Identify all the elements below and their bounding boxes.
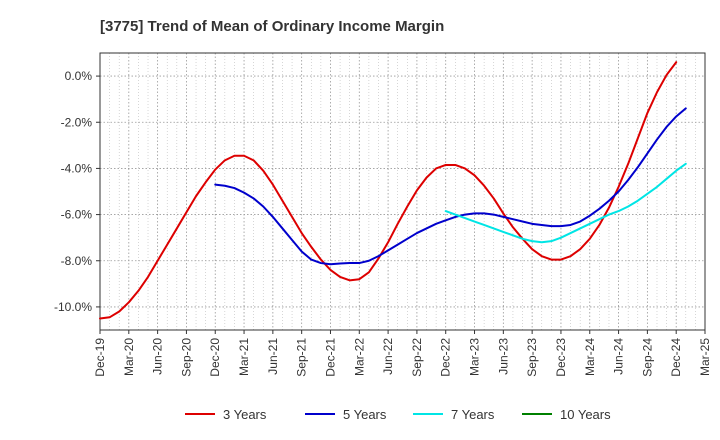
y-tick-label: 0.0% [65, 69, 93, 83]
x-tick-label: Jun-20 [151, 338, 165, 375]
x-tick-label: Dec-20 [208, 338, 222, 377]
x-tick-label: Dec-24 [669, 338, 683, 377]
x-tick-label: Mar-20 [122, 338, 136, 376]
legend: 3 Years 5 Years 7 Years 10 Years [185, 407, 611, 422]
x-tick-label: Mar-23 [468, 338, 482, 376]
x-tick-label: Mar-25 [698, 338, 712, 376]
series-line-5-years [214, 107, 687, 266]
x-tick-label: Jun-22 [381, 338, 395, 375]
y-tick-label: -10.0% [54, 300, 92, 314]
x-tick-label: Sep-22 [410, 338, 424, 377]
x-tick-label: Jun-23 [496, 338, 510, 375]
legend-label-5-years: 5 Years [343, 407, 387, 422]
legend-label-10-years: 10 Years [560, 407, 611, 422]
x-tick-label: Dec-23 [554, 338, 568, 377]
series-line-3-years [99, 61, 678, 320]
x-tick-label: Mar-24 [583, 338, 597, 376]
y-tick-label: -6.0% [61, 208, 93, 222]
grid [100, 53, 705, 330]
x-tick-label: Mar-22 [352, 338, 366, 376]
series-layer [99, 61, 687, 320]
y-tick-label: -4.0% [61, 161, 93, 175]
series-line-7-years [444, 162, 687, 244]
y-axis: 0.0% -2.0% -4.0% -6.0% -8.0% -10.0% [54, 69, 100, 314]
x-tick-label: Mar-21 [237, 338, 251, 376]
x-tick-label: Sep-21 [295, 338, 309, 377]
x-axis: Dec-19 Mar-20 Jun-20 Sep-20 Dec-20 Mar-21 Jun-… [93, 330, 712, 377]
chart-title: [3775] Trend of Mean of Ordinary Income … [100, 18, 444, 35]
x-tick-label: Sep-23 [525, 338, 539, 377]
x-tick-label: Sep-24 [640, 338, 654, 377]
x-tick-label: Jun-21 [266, 338, 280, 375]
y-tick-label: -8.0% [61, 254, 93, 268]
plot-frame [99, 52, 706, 331]
x-tick-label: Dec-22 [439, 338, 453, 377]
legend-label-3-years: 3 Years [223, 407, 267, 422]
x-tick-label: Jun-24 [612, 338, 626, 375]
y-tick-label: -2.0% [61, 115, 93, 129]
x-tick-label: Sep-20 [179, 338, 193, 377]
legend-label-7-years: 7 Years [451, 407, 495, 422]
x-tick-label: Dec-21 [323, 338, 337, 377]
x-tick-label: Dec-19 [93, 338, 107, 377]
